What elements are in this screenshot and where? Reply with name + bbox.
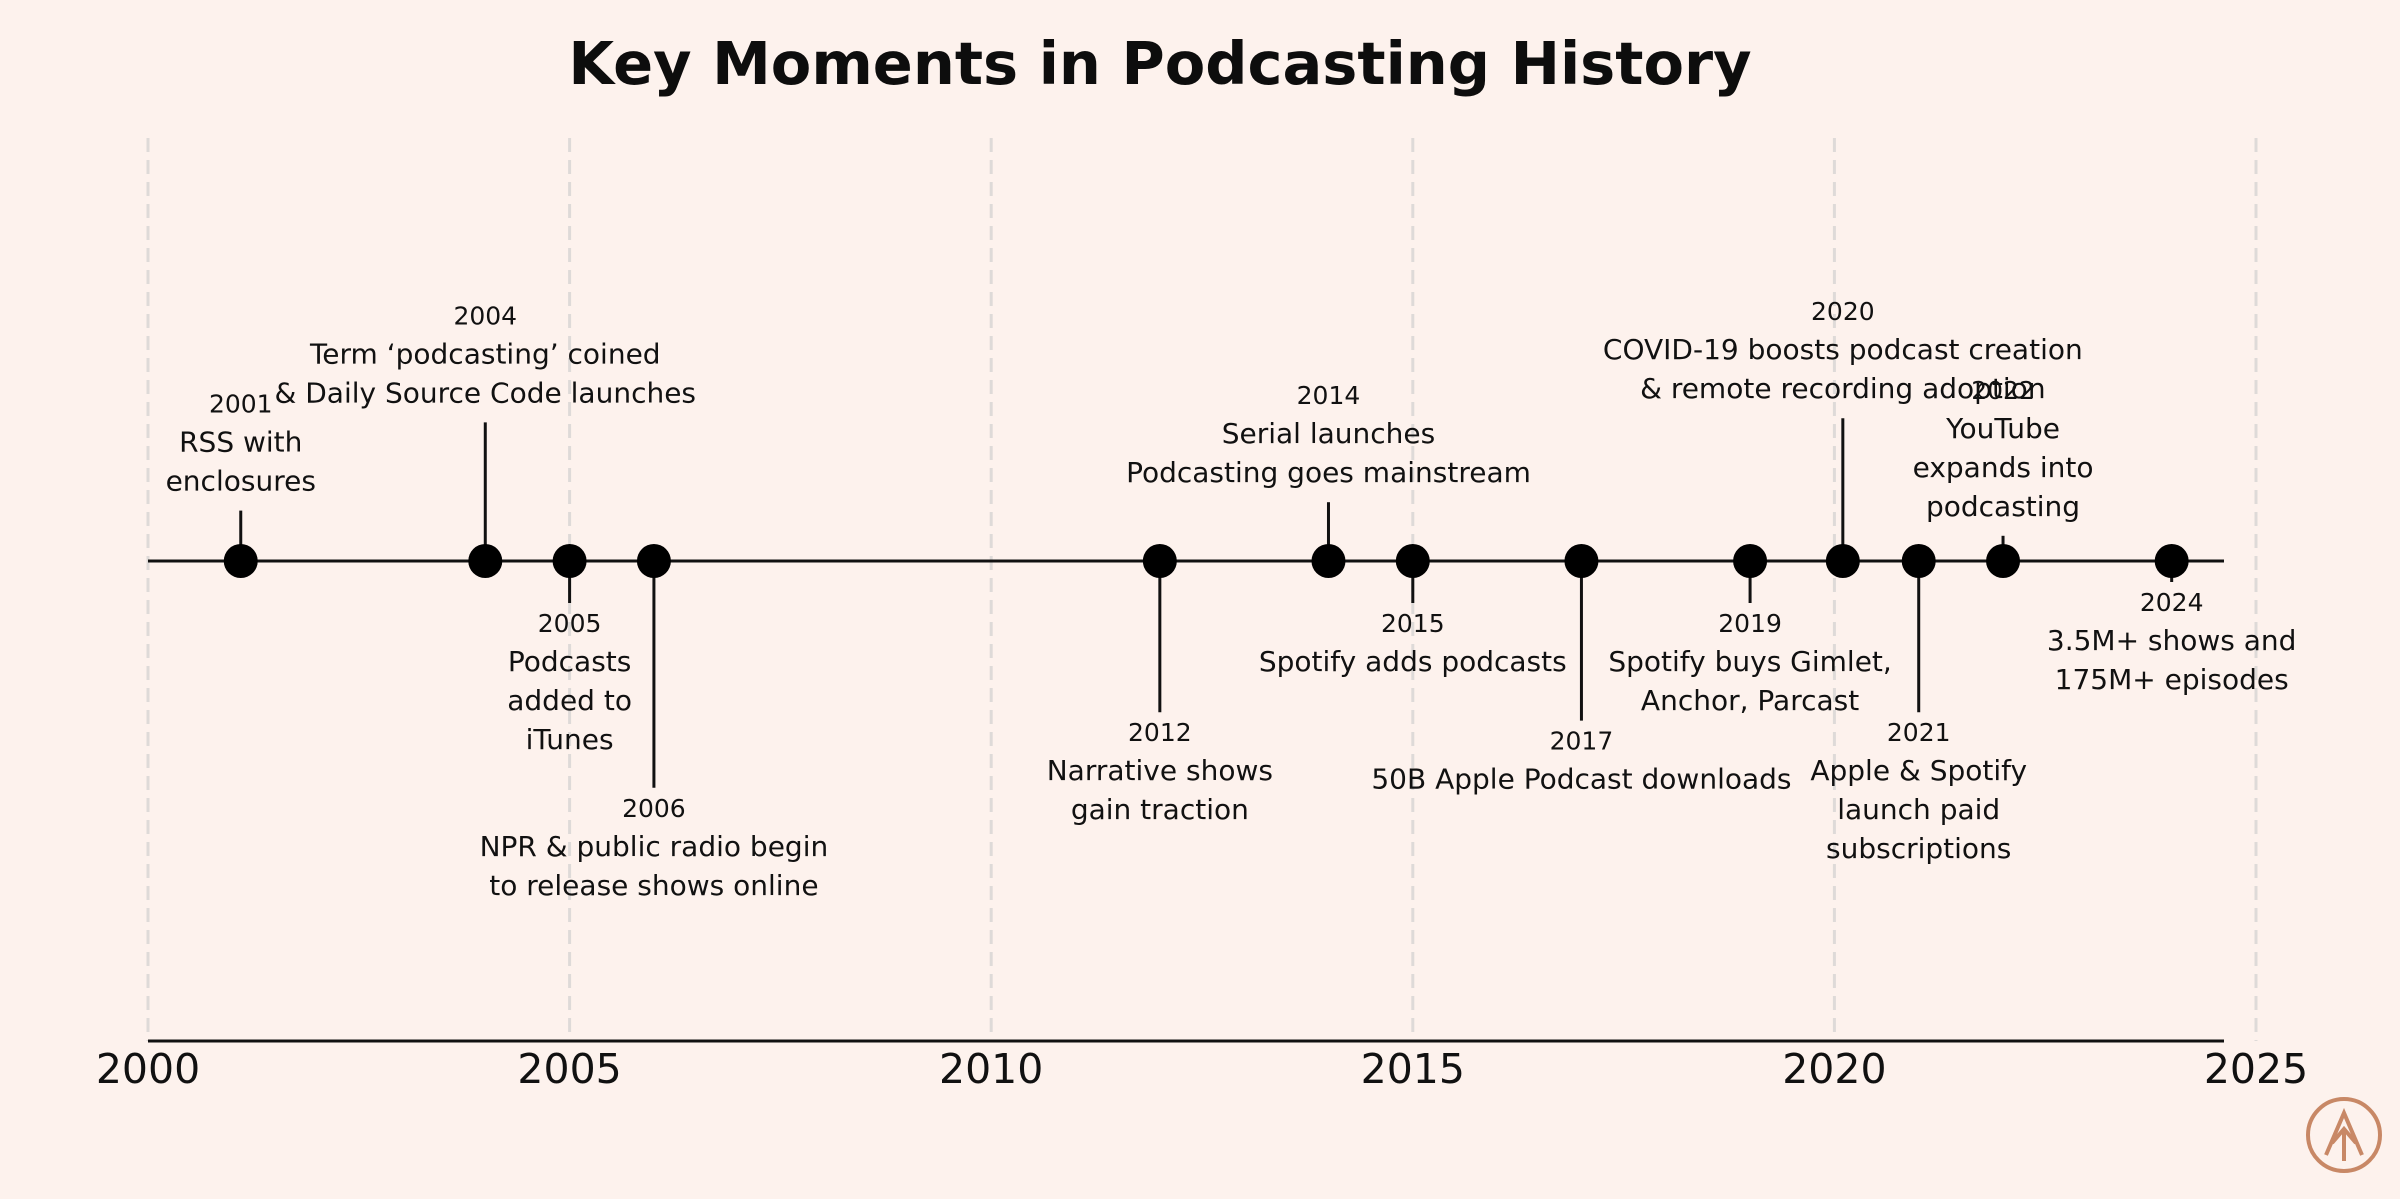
event-marker (2154, 544, 2189, 578)
event-2024: 2024 3.5M+ shows and 175M+ episodes (2047, 544, 2297, 696)
event-description-line: YouTube (1945, 412, 2060, 445)
event-description-line: & Daily Source Code launches (275, 376, 697, 409)
event-marker (1564, 544, 1599, 578)
event-year-label: 2005 (538, 609, 602, 638)
event-marker (468, 544, 503, 578)
event-year-label: 2004 (453, 301, 517, 330)
gridlines (146, 138, 2258, 1041)
x-tick-label: 2025 (2204, 1045, 2308, 1093)
event-year-label: 2006 (622, 794, 686, 823)
events: 2001 RSS with enclosures 2004 Term ‘podcasti… (166, 297, 2297, 902)
event-year-label: 2022 (1971, 376, 2035, 405)
event-year-label: 2001 (209, 390, 273, 419)
x-tick-label: 2020 (1782, 1045, 1886, 1093)
event-marker (1311, 544, 1346, 578)
event-year-label: 2024 (2140, 588, 2204, 617)
event-2004: 2004 Term ‘podcasting’ coined & Daily Sour… (275, 301, 697, 578)
chart-title: Key Moments in Podcasting History (568, 29, 1751, 98)
event-2019: 2019 Spotify buys Gimlet, Anchor, Parcast (1608, 544, 1892, 717)
event-description-line: Serial launches (1222, 417, 1436, 450)
event-marker (223, 544, 258, 578)
tree-logo-icon (2306, 1097, 2382, 1173)
event-description-line: Term ‘podcasting’ coined (309, 337, 661, 370)
event-description-line: added to (507, 684, 632, 717)
event-marker (1733, 544, 1768, 578)
x-tick-label: 2005 (517, 1045, 621, 1093)
event-description-line: enclosures (166, 465, 316, 498)
event-description-line: COVID-19 boosts podcast creation (1603, 333, 2083, 366)
event-year-label: 2021 (1887, 718, 1951, 747)
event-description-line: Podcasting goes mainstream (1126, 456, 1531, 489)
event-year-label: 2019 (1718, 609, 1782, 638)
event-description-line: to release shows online (489, 869, 818, 902)
event-marker (1142, 544, 1177, 578)
event-2014: 2014 Serial launches Podcasting goes mains… (1126, 381, 1531, 578)
event-description-line: 175M+ episodes (2055, 663, 2289, 696)
event-2017: 2017 50B Apple Podcast downloads (1371, 544, 1792, 796)
event-2006: 2006 NPR & public radio begin to release s… (480, 544, 829, 902)
event-description-line: Spotify adds podcasts (1259, 645, 1567, 678)
x-tick-label: 2015 (1361, 1045, 1465, 1093)
event-year-label: 2020 (1811, 297, 1875, 326)
event-description-line: Spotify buys Gimlet, (1608, 645, 1892, 678)
event-description-line: Narrative shows (1047, 754, 1273, 787)
event-description-line: RSS with (179, 426, 302, 459)
event-description-line: podcasting (1926, 490, 2080, 523)
event-2021: 2021 Apple & Spotify launch paid subscripti… (1810, 544, 2027, 865)
event-marker (1825, 544, 1860, 578)
event-year-label: 2012 (1128, 718, 1192, 747)
event-description-line: 3.5M+ shows and (2047, 624, 2297, 657)
event-marker (1395, 544, 1430, 578)
event-marker (636, 544, 671, 578)
event-description-line: launch paid (1837, 793, 2000, 826)
x-tick-label: 2010 (939, 1045, 1043, 1093)
event-marker (1986, 544, 2021, 578)
event-year-label: 2017 (1550, 727, 1614, 756)
x-tick-label: 2000 (96, 1045, 200, 1093)
event-2022: 2022 YouTube expands into podcasting (1913, 376, 2094, 578)
event-year-label: 2015 (1381, 609, 1445, 638)
event-description-line: Anchor, Parcast (1641, 684, 1859, 717)
event-description-line: expands into (1913, 451, 2094, 484)
event-2015: 2015 Spotify adds podcasts (1259, 544, 1567, 678)
event-description-line: subscriptions (1826, 832, 2011, 865)
event-year-label: 2014 (1297, 381, 1361, 410)
event-2001: 2001 RSS with enclosures (166, 390, 316, 578)
event-marker (552, 544, 587, 578)
event-2020: 2020 COVID-19 boosts podcast creation & re… (1603, 297, 2083, 578)
event-description-line: gain traction (1071, 793, 1249, 826)
event-description-line: NPR & public radio begin (480, 830, 829, 863)
x-axis-ticks: 2000 2005 2010 2015 2020 2025 (96, 1045, 2308, 1093)
event-2012: 2012 Narrative shows gain traction (1047, 544, 1273, 826)
event-description-line: Podcasts (508, 645, 632, 678)
event-description-line: 50B Apple Podcast downloads (1371, 763, 1791, 796)
event-description-line: Apple & Spotify (1810, 754, 2027, 787)
event-description-line: iTunes (526, 723, 614, 756)
event-marker (1901, 544, 1936, 578)
event-2005: 2005 Podcasts added to iTunes (507, 544, 632, 756)
event-description-line: & remote recording adoption (1640, 372, 2045, 405)
